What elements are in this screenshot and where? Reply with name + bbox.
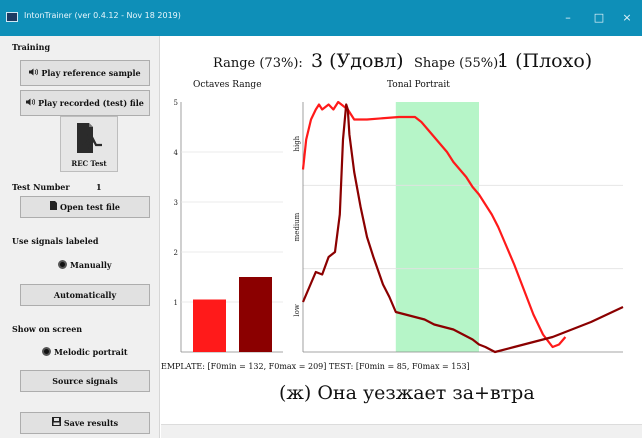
octaves-range-bar [239,277,272,352]
tonal-portrait-title: Tonal Portrait [387,80,450,90]
reference-contour-line [301,100,567,349]
source-signals-button[interactable]: Source signals [20,370,150,392]
play-recorded-label: Play recorded (test) file [38,98,144,108]
app-icon [6,12,18,22]
range-score-value: 3 (Удовл) [311,50,404,72]
speaker-icon [26,91,36,115]
source-signals-label: Source signals [52,376,118,386]
shape-score-value: 1 (Плохо) [497,50,593,72]
sidebar: Training Play reference sample Play reco… [0,36,160,438]
test-number-label: Test Number [12,182,70,192]
manually-radio[interactable]: Manually [58,260,112,270]
open-test-file-label: Open test file [60,202,120,212]
file-icon [50,197,58,217]
save-results-label: Save results [63,418,119,428]
octaves-range-bar [193,299,226,352]
bar-y-tick-label: 2 [174,249,178,257]
bar-y-tick-label: 4 [174,149,179,157]
open-test-file-button[interactable]: Open test file [20,196,150,218]
show-on-screen-label: Show on screen [12,324,83,334]
close-button[interactable]: × [622,11,632,24]
bar-y-tick-label: 5 [174,99,178,107]
tonal-highlight-region [395,102,479,352]
window-title: IntonTrainer (ver 0.4.12 - Nov 18 2019) [24,11,181,20]
radio-selected-icon [42,347,51,356]
title-bar: IntonTrainer (ver 0.4.12 - Nov 18 2019) … [0,0,642,36]
manually-label: Manually [70,260,112,270]
octaves-range-title: Octaves Range [193,80,262,90]
tonal-y-tick-label: low [293,304,301,316]
bar-y-tick-label: 1 [174,299,178,307]
test-contour-line [301,103,624,354]
shape-score-label: Shape (55%): [414,56,503,71]
bar-y-tick-label: 3 [174,199,178,207]
rec-test-button[interactable]: REC Test [60,116,118,172]
test-number-value: 1 [96,182,102,192]
play-recorded-button[interactable]: Play recorded (test) file [20,90,150,116]
microphone-waveform-icon [77,123,102,153]
phrase-caption: (ж) Она уезжает за+втра [279,382,535,404]
play-reference-button[interactable]: Play reference sample [20,60,150,86]
speaker-icon [29,61,39,85]
octaves-range-chart: 1 2 3 4 5 [174,99,283,353]
training-section-label: Training [12,42,51,52]
maximize-button[interactable]: □ [593,11,605,24]
save-icon [51,413,61,433]
template-test-f0-info: EMPLATE: [F0min = 132, F0max = 209] TEST… [161,362,470,371]
melodic-portrait-label: Melodic portrait [54,347,128,357]
save-results-button[interactable]: Save results [20,412,150,434]
melodic-portrait-radio[interactable]: Melodic portrait [42,347,128,357]
tonal-y-tick-label: medium [293,212,301,241]
tonal-y-tick-label: high [293,135,301,151]
play-reference-label: Play reference sample [41,68,141,78]
radio-selected-icon [58,260,67,269]
range-score-label: Range (73%): [213,56,303,71]
minimize-button[interactable]: – [565,11,571,24]
main-panel: Range (73%): 3 (Удовл) Shape (55%): 1 (П… [161,36,642,438]
automatically-button[interactable]: Automatically [20,284,150,306]
rec-test-label: REC Test [71,159,107,168]
tonal-portrait-chart: low medium high [293,100,624,354]
automatically-label: Automatically [53,290,117,300]
use-signals-label: Use signals labeled [12,236,99,246]
horizontal-scrollbar[interactable] [161,424,642,438]
